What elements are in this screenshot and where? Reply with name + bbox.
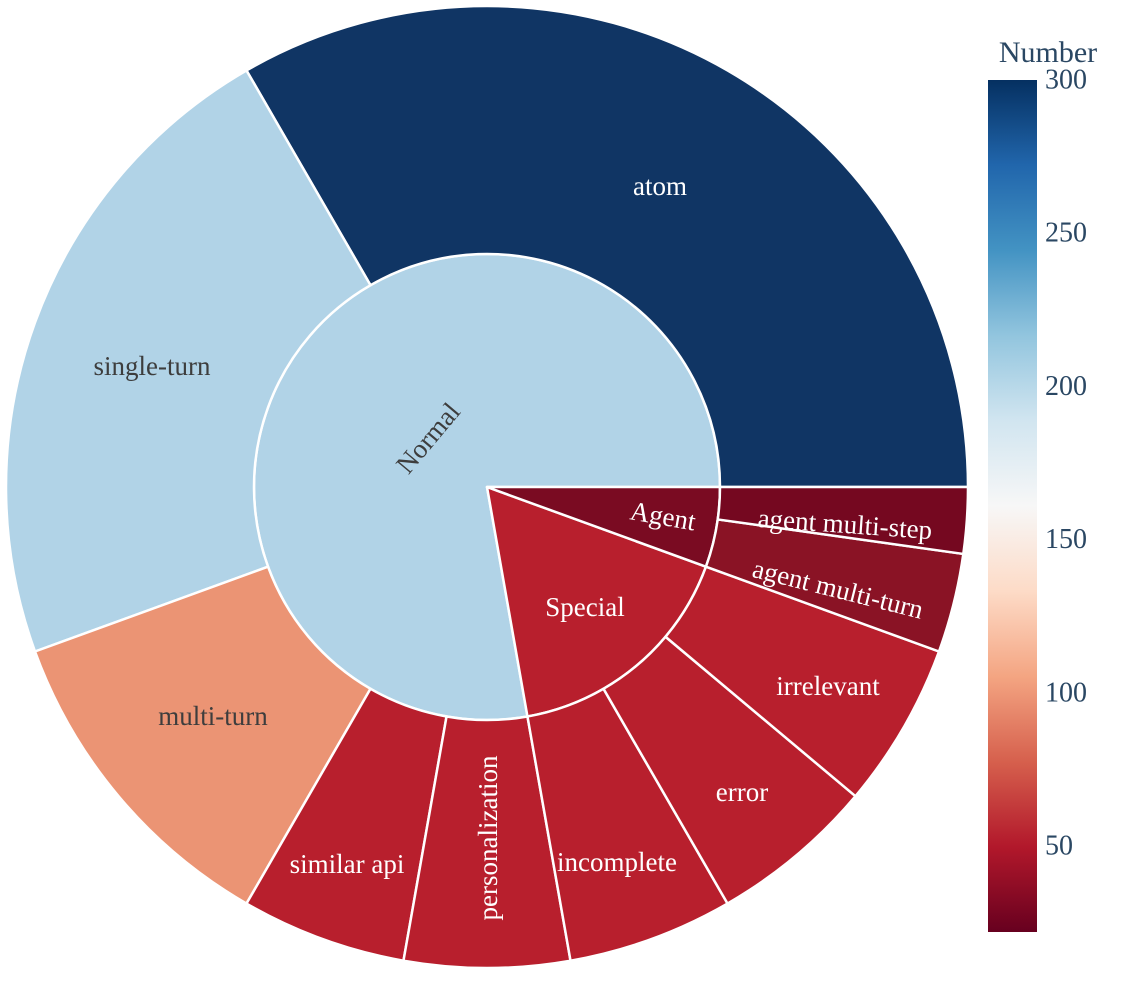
colorbar-tick-50: 50 bbox=[1045, 831, 1073, 862]
segment-label-special: Special bbox=[545, 592, 624, 622]
outer-segment-multi-turn bbox=[33, 565, 372, 905]
colorbar-ticks: 300 250 200 150 100 50 bbox=[1045, 65, 1087, 862]
colorbar-tick-150: 150 bbox=[1045, 524, 1087, 555]
colorbar-gradient-bar bbox=[988, 80, 1037, 932]
segment-label-similar-api: similar api bbox=[290, 849, 405, 879]
sunburst-inner-ring bbox=[252, 252, 722, 722]
outer-segment-single-turn bbox=[4, 69, 372, 653]
colorbar-tick-200: 200 bbox=[1045, 371, 1087, 402]
segment-label-error: error bbox=[716, 777, 768, 807]
segment-label-multi-turn: multi-turn bbox=[158, 701, 268, 731]
colorbar-tick-100: 100 bbox=[1045, 677, 1087, 708]
colorbar-title: Number bbox=[999, 36, 1097, 69]
colorbar-tick-250: 250 bbox=[1045, 218, 1087, 249]
colorbar: Number 300 250 200 150 100 50 bbox=[988, 36, 1097, 932]
segment-label-personalization: personalization bbox=[473, 755, 503, 920]
segment-label-atom: atom bbox=[633, 171, 687, 201]
colorbar-tick-300: 300 bbox=[1045, 65, 1087, 96]
segment-label-irrelevant: irrelevant bbox=[776, 671, 880, 701]
segment-label-single-turn: single-turn bbox=[94, 351, 211, 381]
segment-label-incomplete: incomplete bbox=[557, 847, 677, 877]
sunburst-outer-ring bbox=[4, 4, 970, 970]
outer-segment-atom bbox=[245, 4, 970, 489]
outer-segment-agent-multi-step bbox=[716, 485, 970, 556]
